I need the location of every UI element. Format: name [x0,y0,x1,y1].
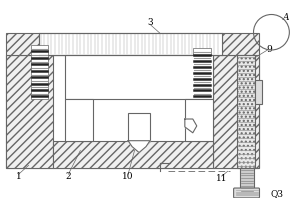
Bar [193,48,211,99]
Bar [6,55,53,168]
Text: 3: 3 [147,18,153,27]
Bar [222,33,260,55]
Text: 11: 11 [216,174,227,183]
FancyBboxPatch shape [234,188,260,198]
Bar [128,113,150,141]
Polygon shape [128,141,150,153]
Text: 1: 1 [16,172,22,181]
Bar [53,141,213,168]
Text: A: A [283,13,290,22]
Bar [254,80,262,104]
Bar [6,55,260,168]
Bar [240,168,254,193]
Text: Q3: Q3 [271,189,284,198]
Text: 9: 9 [267,45,272,54]
Bar [65,99,93,141]
Bar [65,55,213,99]
Bar [31,45,49,99]
Bar [6,33,38,55]
Bar [237,55,254,168]
Bar [213,55,260,168]
Text: 2: 2 [66,172,71,181]
Bar [38,33,222,55]
Text: 10: 10 [122,172,134,181]
Polygon shape [185,119,197,133]
Bar [185,99,213,141]
